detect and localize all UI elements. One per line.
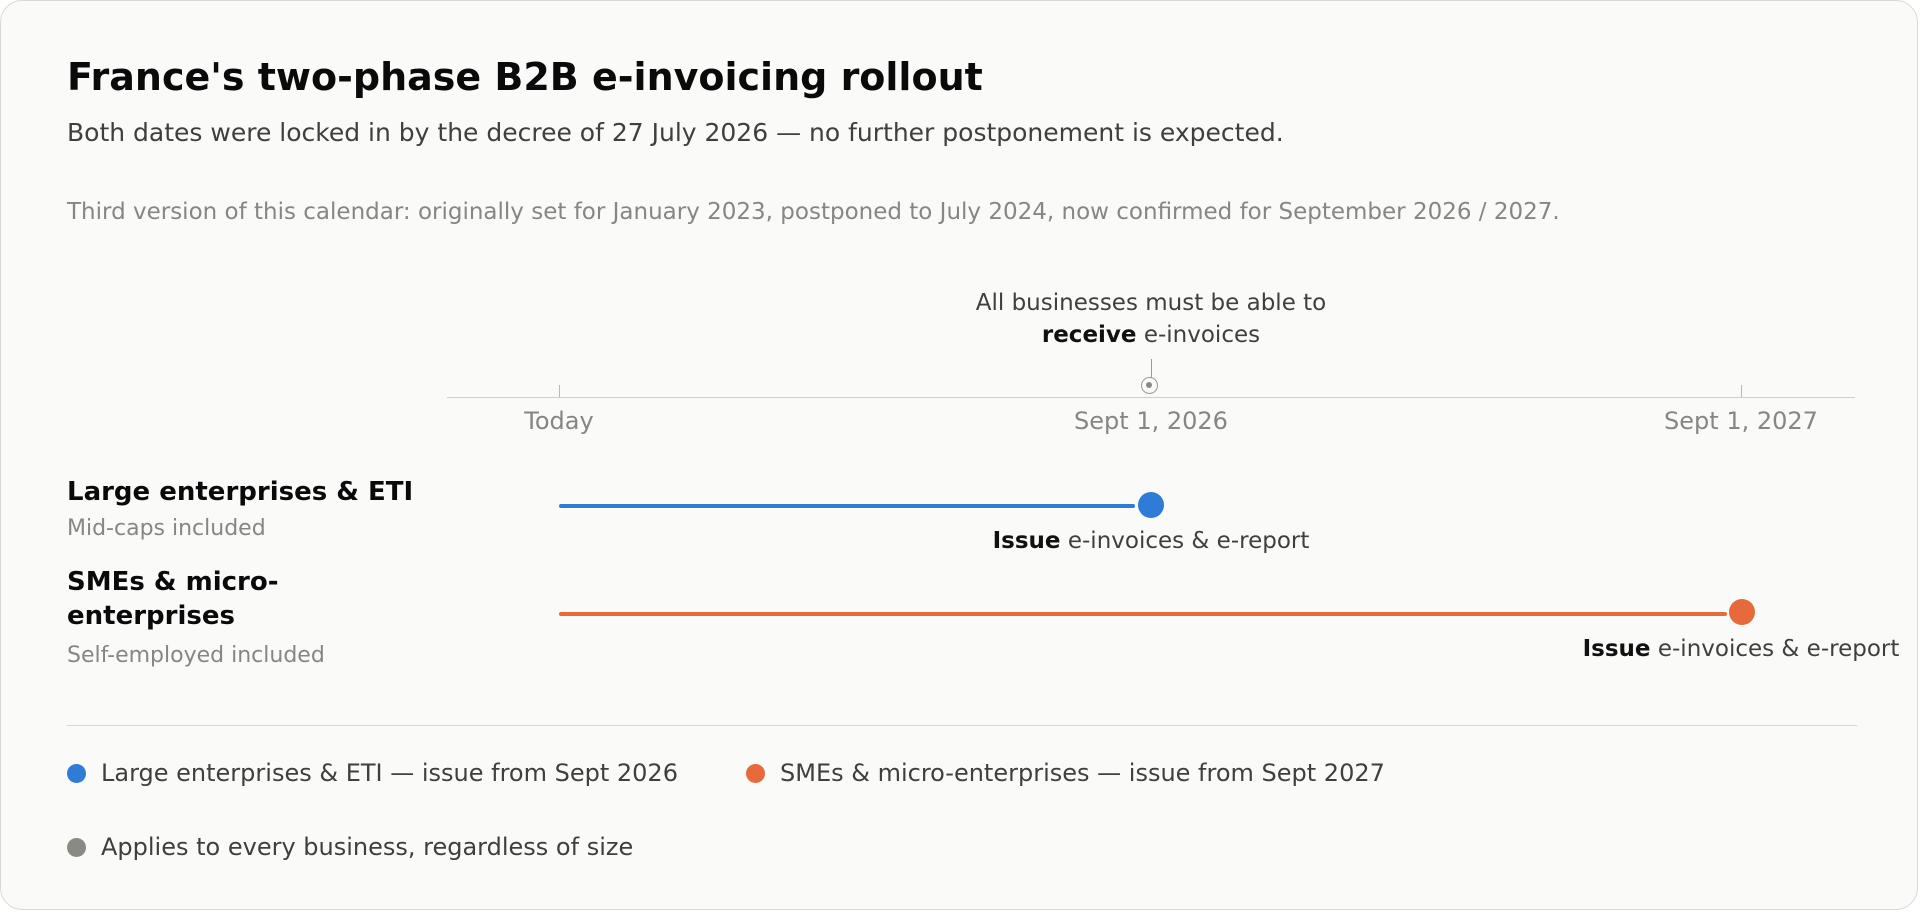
tick-label-sept-2026: Sept 1, 2026 bbox=[1074, 407, 1228, 435]
universal-milestone-marker bbox=[1141, 377, 1158, 394]
tick-label-today: Today bbox=[524, 407, 594, 435]
tick-sept-2027 bbox=[1741, 385, 1742, 397]
row-smes-name: SMEs & micro-enterprises bbox=[67, 567, 279, 631]
smes-deadline-label: Issue e-invoices & e-report bbox=[1583, 636, 1900, 662]
smes-deadline-marker bbox=[1729, 599, 1755, 625]
large-enterprises-track bbox=[559, 504, 1135, 508]
legend-label-universal: Applies to every business, regardless of… bbox=[101, 833, 634, 861]
large-enterprises-deadline-marker bbox=[1138, 492, 1164, 518]
legend-dot-orange bbox=[746, 763, 765, 783]
universal-milestone-stem bbox=[1151, 359, 1152, 379]
legend-item-large: Large enterprises & ETI — issue from Sep… bbox=[67, 759, 678, 787]
universal-milestone-verb: receive bbox=[1041, 322, 1137, 348]
row-large-enterprises-name: Large enterprises & ETI bbox=[67, 477, 414, 507]
legend-item-sme: SMEs & micro-enterprises — issue from Se… bbox=[746, 759, 1385, 787]
legend-divider bbox=[67, 725, 1857, 726]
history-note: Third version of this calendar: original… bbox=[67, 199, 1560, 225]
large-enterprises-deadline-label: Issue e-invoices & e-report bbox=[993, 528, 1310, 554]
large-enterprises-deadline-rest: e-invoices & e-report bbox=[1060, 528, 1310, 554]
universal-milestone-line2: receive e-invoices bbox=[976, 319, 1327, 351]
tick-label-sept-2027: Sept 1, 2027 bbox=[1664, 407, 1818, 435]
tick-today bbox=[559, 385, 560, 397]
large-enterprises-deadline-verb: Issue bbox=[992, 528, 1061, 554]
legend-label-sme: SMEs & micro-enterprises — issue from Se… bbox=[780, 759, 1385, 787]
smes-deadline-verb: Issue bbox=[1582, 636, 1651, 662]
smes-track bbox=[559, 612, 1727, 616]
universal-milestone-line1: All businesses must be able to bbox=[975, 290, 1327, 316]
page-title: France's two-phase B2B e-invoicing rollo… bbox=[67, 55, 983, 99]
legend-dot-blue bbox=[67, 763, 86, 783]
universal-milestone-rest: e-invoices bbox=[1136, 322, 1261, 348]
legend-label-large: Large enterprises & ETI — issue from Sep… bbox=[101, 759, 678, 787]
legend-dot-gray bbox=[67, 837, 86, 857]
time-axis bbox=[447, 397, 1855, 398]
smes-deadline-rest: e-invoices & e-report bbox=[1650, 636, 1900, 662]
row-smes-sub: Self-employed included bbox=[67, 643, 325, 668]
row-large-enterprises-sub: Mid-caps included bbox=[67, 516, 266, 541]
subtitle: Both dates were locked in by the decree … bbox=[67, 118, 1284, 147]
universal-milestone-label: All businesses must be able to receive e… bbox=[976, 287, 1327, 351]
legend-item-universal: Applies to every business, regardless of… bbox=[67, 833, 633, 861]
